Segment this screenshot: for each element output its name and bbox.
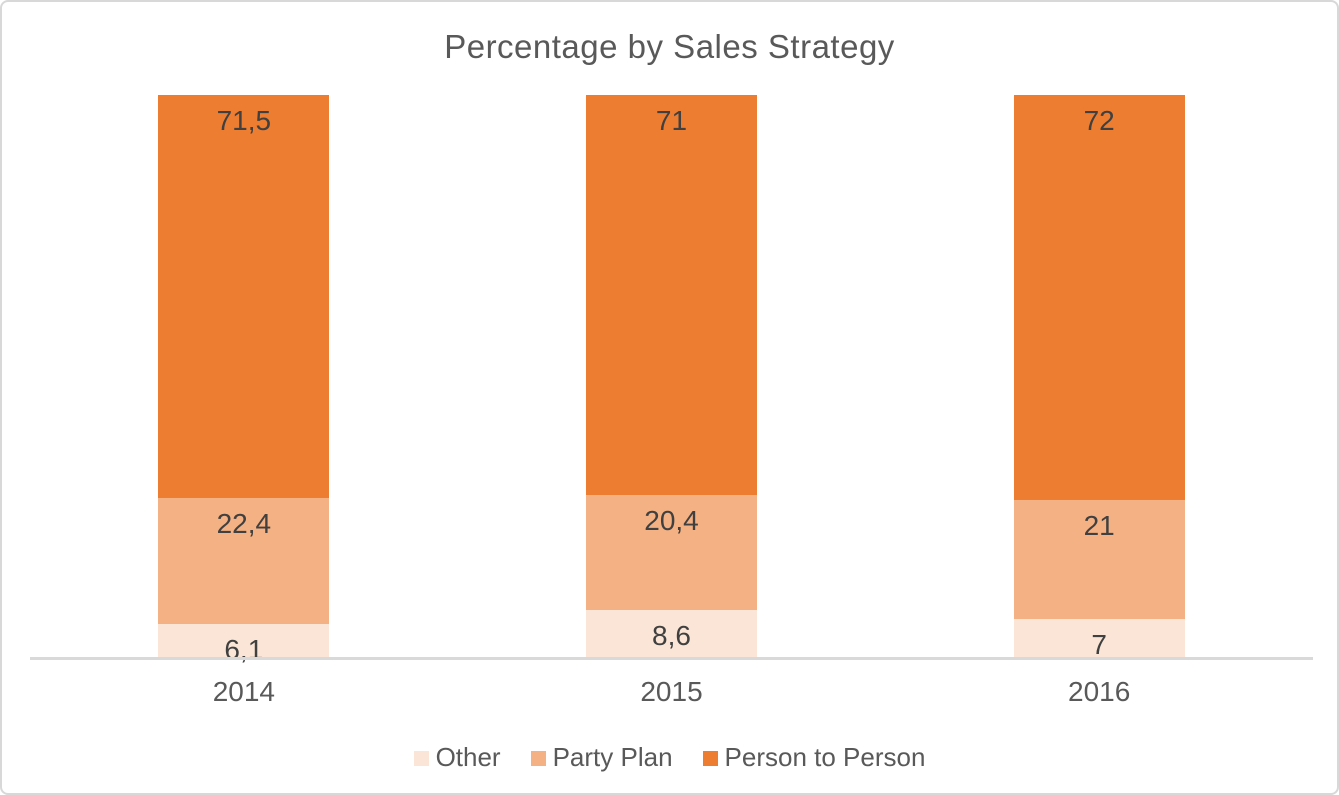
plot-area: 71,5 22,4 6,1 71 20,4 8,6 72 21 7 [30, 95, 1313, 664]
bar-segment-person-to-person-2015: 71 [586, 95, 757, 495]
bar-segment-party-plan-2014: 22,4 [158, 497, 330, 624]
bar-column-2016: 72 21 7 [885, 95, 1313, 660]
legend-item-other: Other [413, 742, 501, 773]
data-label: 71,5 [216, 105, 272, 136]
data-label: 22,4 [216, 507, 272, 539]
bar-segment-person-to-person-2014: 71,5 [158, 95, 330, 498]
legend-label-party-plan: Party Plan [552, 742, 673, 772]
x-axis-labels: 2014 2015 2016 [30, 676, 1313, 708]
bar-segment-person-to-person-2016: 72 [1013, 95, 1185, 501]
x-tick-label-2015: 2015 [640, 676, 703, 707]
bar-column-2015: 71 20,4 8,6 [458, 95, 886, 658]
legend-swatch-party-plan [530, 751, 546, 766]
bar-segment-other-2016: 7 [1013, 618, 1185, 660]
data-label: 72 [1083, 105, 1115, 136]
bar-segment-other-2014: 6,1 [158, 623, 330, 664]
bar-column-2014: 71,5 22,4 6,1 [30, 95, 458, 664]
data-label: 7 [1091, 628, 1107, 660]
bar-segment-other-2015: 8,6 [586, 609, 757, 658]
bar-2014: 71,5 22,4 6,1 [158, 95, 330, 664]
x-tick-label-2016: 2016 [1068, 676, 1131, 707]
bar-segment-party-plan-2015: 20,4 [586, 494, 757, 610]
x-tick-label-2014: 2014 [212, 676, 275, 707]
legend-item-party-plan: Party Plan [530, 742, 673, 773]
data-label: 21 [1083, 510, 1115, 542]
legend-swatch-person-to-person [702, 751, 718, 766]
data-label: 20,4 [644, 504, 699, 536]
bar-2015: 71 20,4 8,6 [586, 95, 757, 658]
bar-2016: 72 21 7 [1013, 95, 1185, 660]
data-label: 71 [655, 105, 688, 136]
legend: Other Party Plan Person to Person [2, 742, 1337, 773]
legend-item-person-to-person: Person to Person [702, 742, 926, 773]
legend-label-other: Other [435, 742, 501, 772]
legend-label-person-to-person: Person to Person [724, 742, 926, 772]
chart-title: Percentage by Sales Strategy [444, 28, 895, 65]
data-label: 6,1 [224, 633, 264, 665]
data-label: 8,6 [652, 619, 691, 651]
legend-swatch-other [413, 751, 429, 766]
bar-segment-party-plan-2016: 21 [1013, 500, 1185, 619]
x-axis-line [30, 657, 1313, 660]
